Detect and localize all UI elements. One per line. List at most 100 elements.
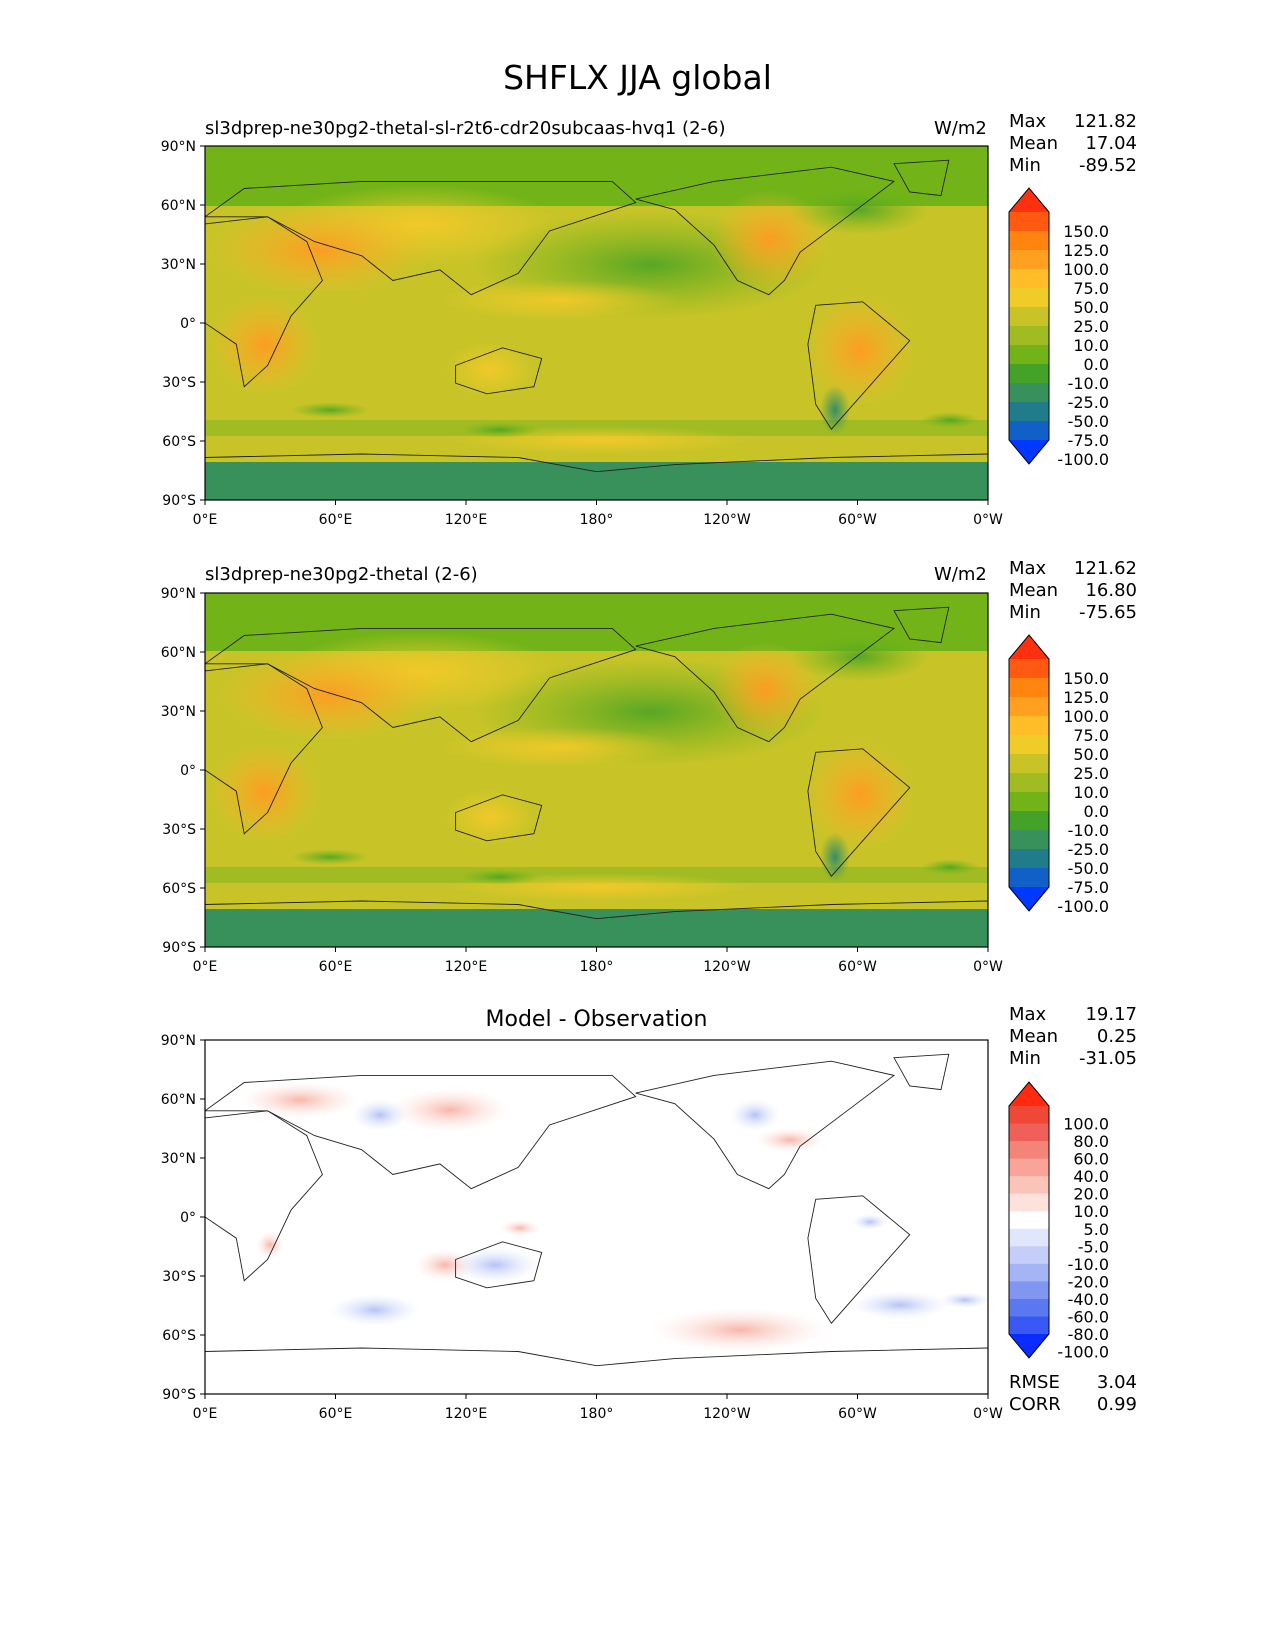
- panel2-stats: Max 121.62 Mean 16.80 Min -75.65: [1009, 558, 1137, 624]
- coastline-shape: [455, 347, 543, 395]
- colorbar-segment: [1009, 697, 1049, 717]
- y-tick-label: 90°S: [162, 1387, 196, 1403]
- coastline-shape: [205, 1110, 323, 1282]
- colorbar-segment: [1009, 1228, 1049, 1247]
- colorbar-segment: [1009, 811, 1049, 831]
- colorbar-level-label: -10.0: [1068, 821, 1109, 840]
- colorbar-level-label: 100.0: [1063, 1115, 1109, 1134]
- panel1-max-value: 121.82: [1074, 111, 1137, 132]
- panel3-max-value: 19.17: [1085, 1004, 1137, 1025]
- colorbar-segment: [1009, 754, 1049, 774]
- y-tick-label: 30°S: [162, 822, 196, 838]
- colorbar-segment: [1009, 735, 1049, 755]
- colorbar-segment: [1009, 773, 1049, 793]
- colorbar-segment: [1009, 345, 1049, 365]
- colorbar-outline: [1008, 187, 1050, 465]
- colorbar-segment: [1009, 678, 1049, 698]
- colorbar-segment: [1009, 868, 1049, 888]
- colorbar-segment: [1009, 1298, 1049, 1317]
- colorbar-level-label: -80.0: [1068, 1325, 1109, 1344]
- colorbar-segment: [1009, 1211, 1049, 1230]
- colorbar-level-label: -75.0: [1068, 431, 1109, 450]
- y-tick-label: 90°S: [162, 940, 196, 956]
- x-tick-label: 60°E: [319, 959, 353, 975]
- y-tick-label: 30°S: [162, 375, 196, 391]
- panel1-colorbar: 150.0125.0100.075.050.025.010.00.0-10.0-…: [1008, 187, 1109, 469]
- coastline-shape: [807, 1195, 911, 1324]
- panel2-mean-value: 16.80: [1085, 580, 1137, 601]
- colorbar-level-label: 5.0: [1084, 1220, 1109, 1239]
- colorbar-segment: [1009, 1246, 1049, 1265]
- colorbar-level-label: -100.0: [1057, 897, 1109, 916]
- colorbar-level-label: 20.0: [1073, 1185, 1109, 1204]
- x-tick-label: 0°E: [193, 512, 218, 528]
- panel2-max-label: Max: [1009, 558, 1047, 579]
- colorbar-outline: [1008, 634, 1050, 912]
- colorbar-level-label: 10.0: [1073, 336, 1109, 355]
- y-tick-label: 30°N: [161, 1151, 196, 1167]
- coastline-shape: [455, 794, 543, 842]
- panel3-min-label: Min: [1009, 1048, 1041, 1069]
- y-tick-label: 0°: [180, 763, 196, 779]
- colorbar-extend-max: [1009, 188, 1049, 212]
- panel2-min-label: Min: [1009, 602, 1041, 623]
- colorbar-extend-max: [1009, 1082, 1049, 1106]
- panel1-stats: Max 121.82 Mean 17.04 Min -89.52: [1009, 111, 1137, 177]
- axes: 0°E 60°E 120°E 180° 120°W 60°W 0°W 90°N 60°N 30°N…: [161, 139, 1003, 1422]
- panel1-map: [205, 146, 988, 500]
- colorbar-segment: [1009, 402, 1049, 422]
- panel2-min-value: -75.65: [1078, 602, 1137, 623]
- colorbar-segment: [1009, 1106, 1049, 1125]
- colorbar-extend-min: [1009, 887, 1049, 911]
- coastline-shape: [455, 1241, 543, 1289]
- coastline-shape: [807, 301, 911, 430]
- panel3-max-label: Max: [1009, 1004, 1047, 1025]
- x-tick-label: 180°: [580, 959, 614, 975]
- colorbars: 150.0125.0100.075.050.025.010.00.0-10.0-…: [1008, 187, 1109, 1362]
- coastline-shape: [893, 606, 950, 644]
- panel1-units: W/m2: [934, 118, 987, 139]
- colorbar-level-label: 80.0: [1073, 1132, 1109, 1151]
- panel1-min-value: -89.52: [1078, 155, 1137, 176]
- y-tick-label: 0°: [180, 1210, 196, 1226]
- colorbar-level-label: 75.0: [1073, 279, 1109, 298]
- coastline-shape: [893, 159, 950, 197]
- coastline-shape: [205, 627, 637, 743]
- colorbar-segment: [1009, 383, 1049, 403]
- colorbar-level-label: 25.0: [1073, 317, 1109, 336]
- y-tick-label: 60°N: [161, 198, 196, 214]
- colorbar-level-label: 10.0: [1073, 783, 1109, 802]
- x-tick-label: 0°W: [973, 959, 1003, 975]
- panel3-rmse-value: 3.04: [1096, 1372, 1137, 1393]
- colorbar-extend-max: [1009, 635, 1049, 659]
- x-tick-label: 60°E: [319, 1406, 353, 1422]
- coastlines: [205, 159, 988, 1367]
- colorbar-level-label: 60.0: [1073, 1150, 1109, 1169]
- colorbar-level-label: -10.0: [1068, 1255, 1109, 1274]
- panel3-title: Model - Observation: [485, 1007, 708, 1032]
- colorbar-level-label: -100.0: [1057, 1343, 1109, 1362]
- colorbar-level-label: -50.0: [1068, 859, 1109, 878]
- coastline-shape: [205, 663, 323, 835]
- panel3-colorbar: 100.080.060.040.020.010.05.0-5.0-10.0-20…: [1008, 1081, 1109, 1362]
- y-tick-label: 60°S: [162, 434, 196, 450]
- colorbar-segment: [1009, 1263, 1049, 1282]
- colorbar-segment: [1009, 830, 1049, 850]
- colorbar-extend-min: [1009, 1334, 1049, 1358]
- x-tick-label: 60°W: [838, 512, 877, 528]
- colorbar-segment: [1009, 792, 1049, 812]
- colorbar-segment: [1009, 326, 1049, 346]
- x-tick-label: 120°W: [703, 1406, 751, 1422]
- coastline-shape: [205, 1074, 637, 1190]
- x-tick-label: 120°E: [445, 1406, 488, 1422]
- colorbar-segment: [1009, 1141, 1049, 1160]
- panel1-min-label: Min: [1009, 155, 1041, 176]
- panel2-colorbar: 150.0125.0100.075.050.025.010.00.0-10.0-…: [1008, 634, 1109, 916]
- colorbar-level-label: 100.0: [1063, 707, 1109, 726]
- colorbar-segment: [1009, 1123, 1049, 1142]
- panel1-max-label: Max: [1009, 111, 1047, 132]
- colorbar-segment: [1009, 288, 1049, 308]
- panel3-rmse-label: RMSE: [1009, 1372, 1060, 1393]
- colorbar-level-label: -60.0: [1068, 1307, 1109, 1326]
- colorbar-segment: [1009, 212, 1049, 232]
